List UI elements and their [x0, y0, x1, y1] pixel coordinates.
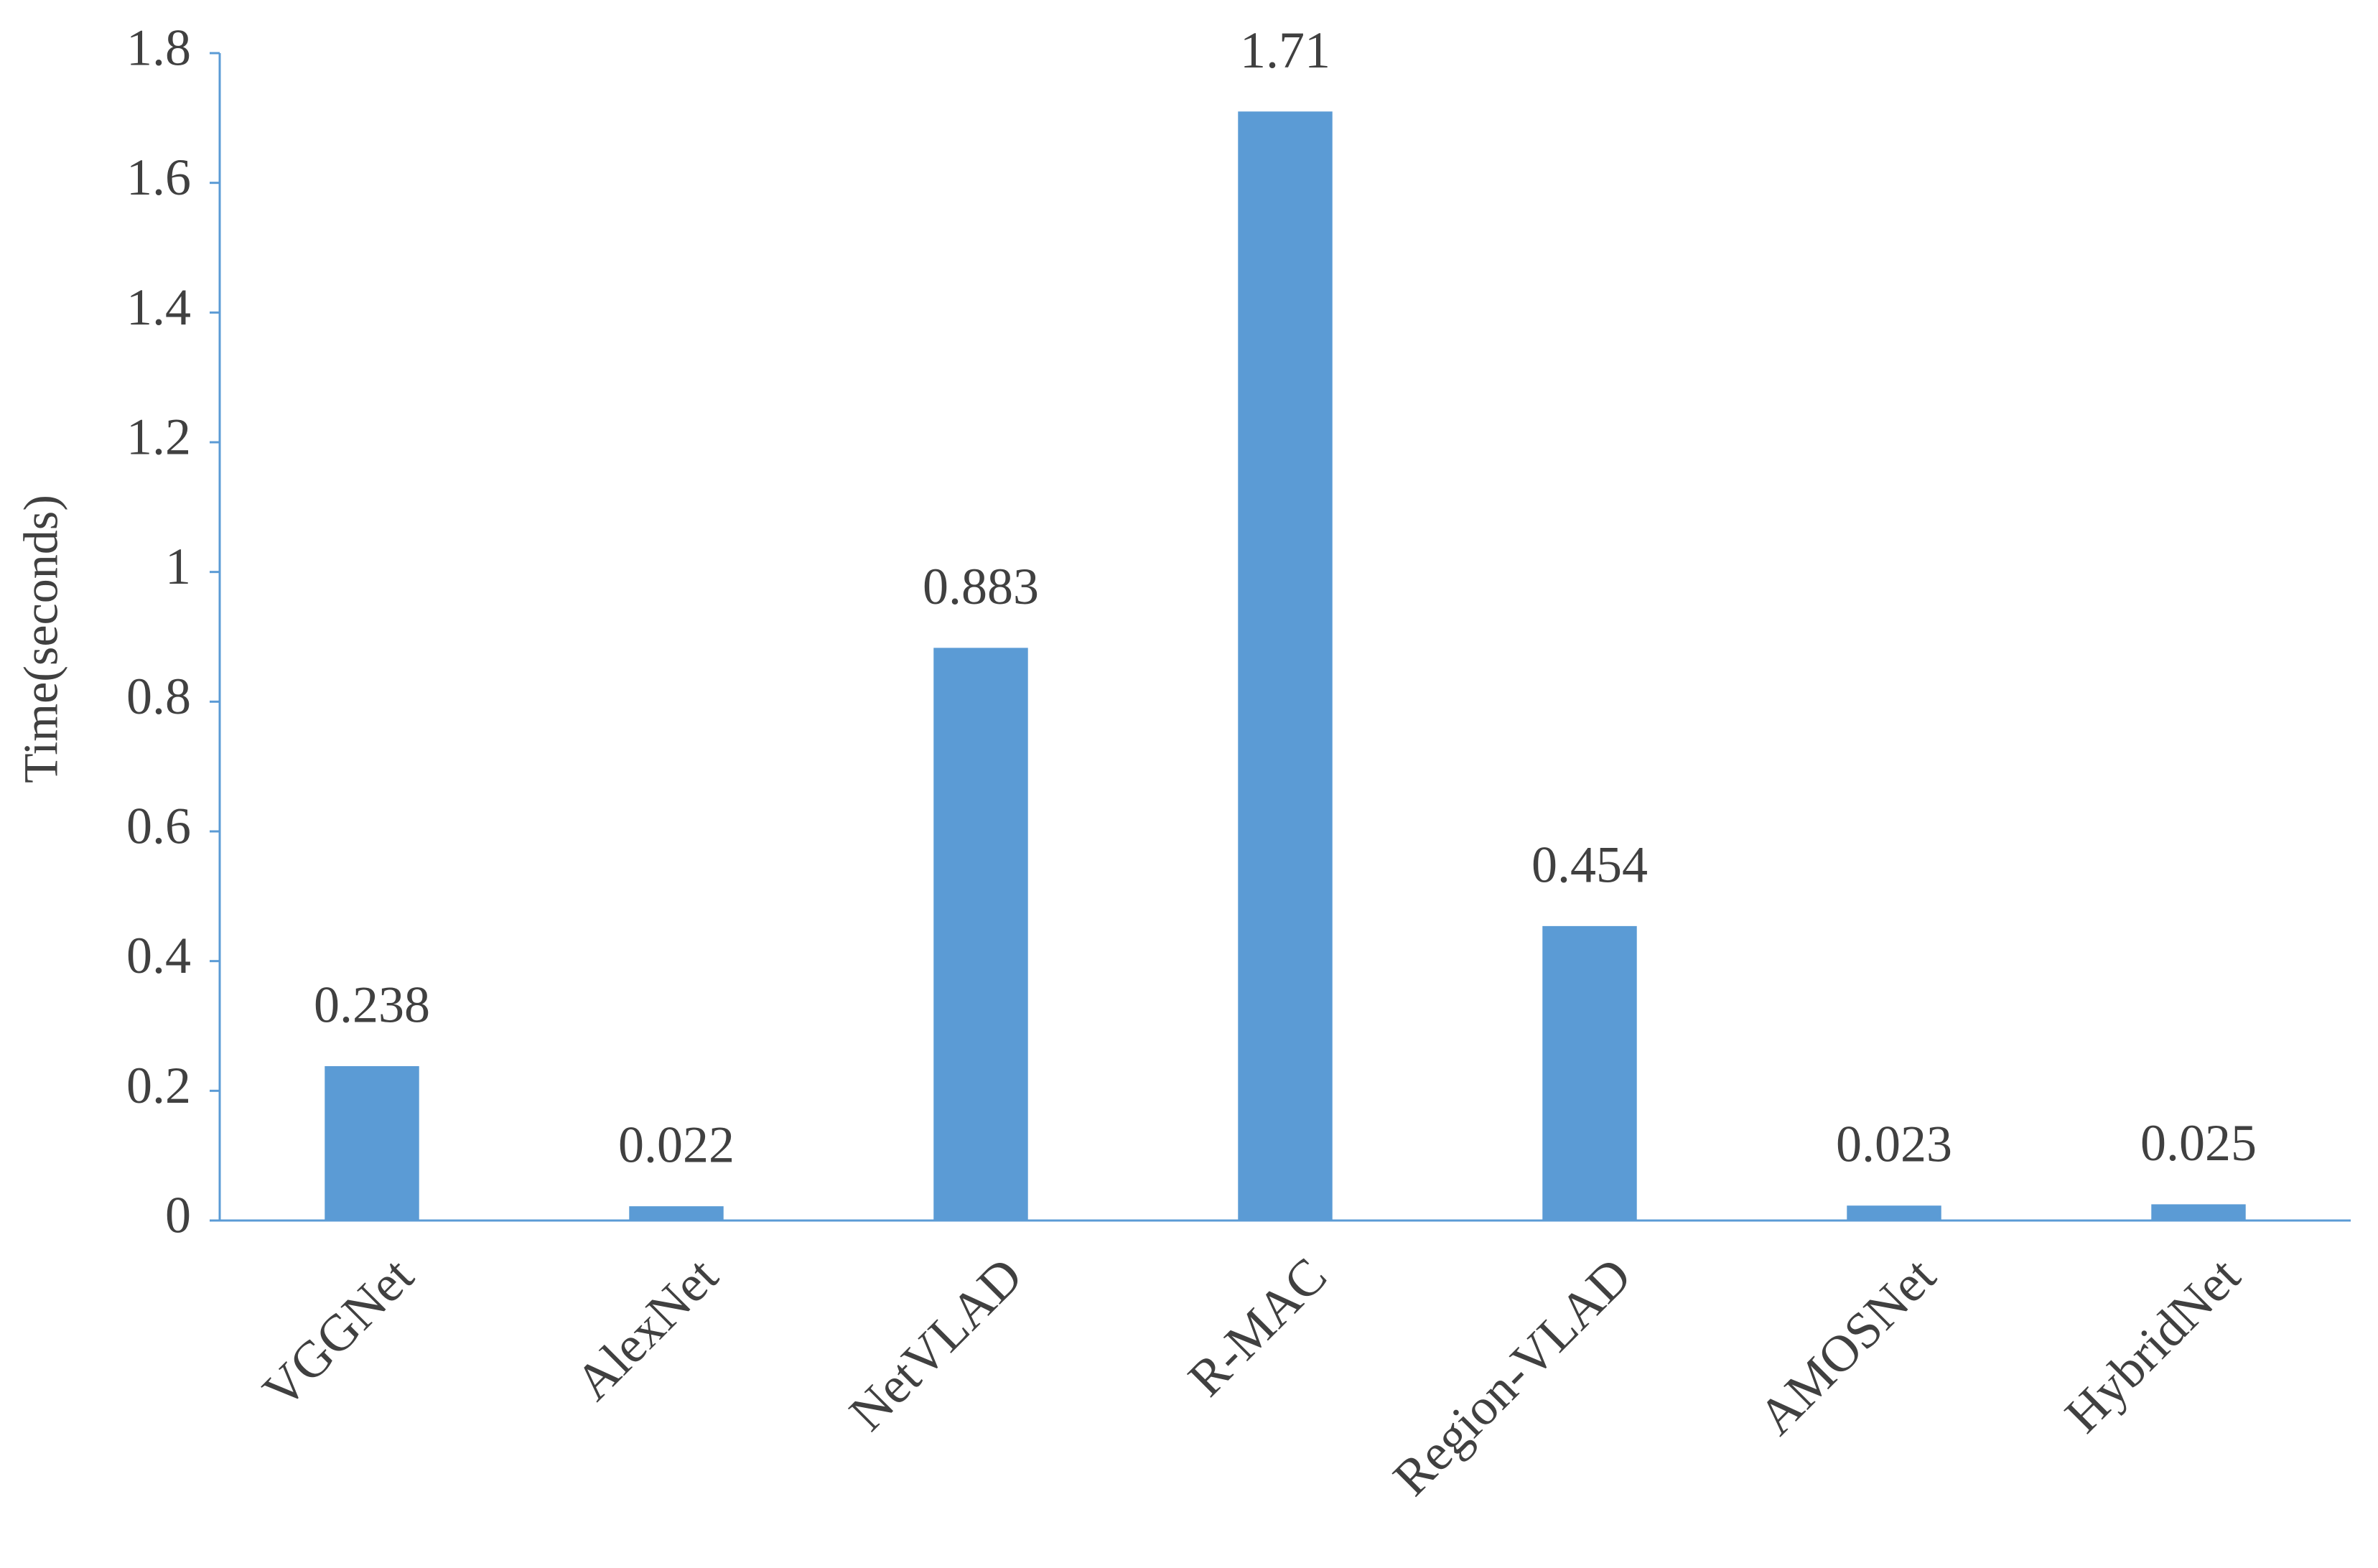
y-tick-label: 1.2: [126, 409, 191, 466]
x-tick-label: HybridNet: [2054, 1246, 2251, 1443]
value-label: 1.71: [1240, 22, 1330, 79]
value-label: 0.025: [2140, 1114, 2257, 1172]
y-tick-label: 0.8: [126, 668, 191, 725]
bar: [933, 648, 1028, 1221]
y-tick-label: 1.6: [126, 149, 191, 206]
value-label: 0.238: [314, 976, 430, 1034]
value-label: 0.022: [618, 1116, 735, 1174]
y-axis-title: Time(seconds): [14, 495, 68, 783]
x-tick-label: VGGNet: [252, 1246, 424, 1419]
y-tick-label: 1.8: [126, 19, 191, 77]
value-label: 0.454: [1531, 836, 1648, 893]
bar: [2151, 1204, 2246, 1221]
y-tick-label: 0.4: [126, 927, 191, 984]
y-tick-label: 1.4: [126, 279, 191, 336]
value-label: 0.023: [1836, 1116, 1952, 1173]
bar: [1238, 111, 1333, 1221]
bar: [1542, 925, 1637, 1221]
bar: [325, 1066, 419, 1221]
x-tick-label: AlexNet: [564, 1246, 729, 1411]
y-tick-label: 1: [165, 538, 191, 595]
bar: [1847, 1205, 1941, 1221]
bar: [629, 1206, 724, 1221]
y-tick-label: 0.2: [126, 1057, 191, 1114]
y-tick-label: 0: [165, 1187, 191, 1244]
x-tick-label: AMOSNet: [1748, 1246, 1946, 1445]
x-tick-label: NetVLAD: [839, 1246, 1033, 1441]
x-tick-label: R-MAC: [1178, 1246, 1338, 1406]
y-tick-label: 0.6: [126, 798, 191, 855]
value-label: 0.883: [923, 558, 1039, 615]
x-tick-label: Region-VLAD: [1382, 1246, 1642, 1506]
